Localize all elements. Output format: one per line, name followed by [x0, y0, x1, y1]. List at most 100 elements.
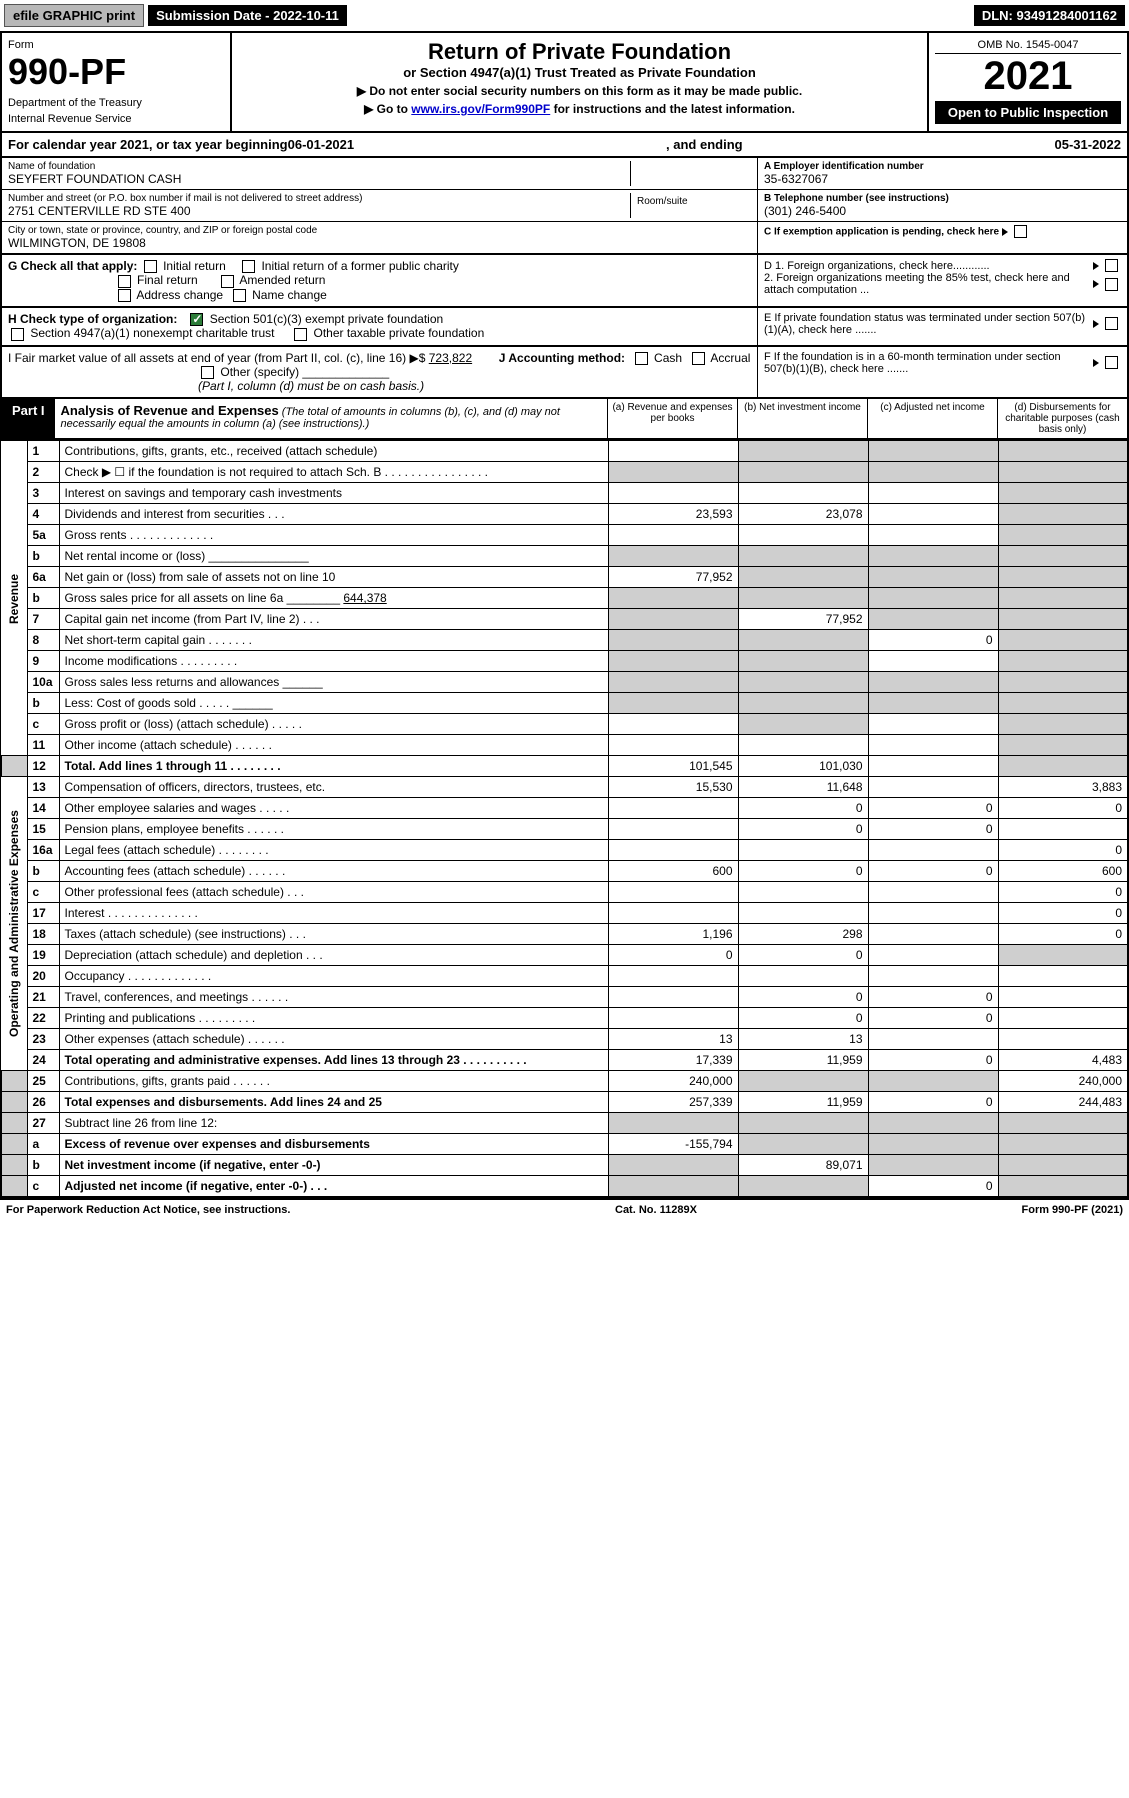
line-num: b — [27, 861, 59, 882]
amt-a — [608, 651, 738, 672]
table-row: 14 Other employee salaries and wages . .… — [1, 798, 1128, 819]
amt-b: 0 — [738, 1008, 868, 1029]
i-arrow: ▶ — [409, 351, 418, 365]
row-h: H Check type of organization: Section 50… — [0, 308, 1129, 347]
line-num: 12 — [27, 756, 59, 777]
line-num: 1 — [27, 441, 59, 462]
table-row: 5a Gross rents . . . . . . . . . . . . . — [1, 525, 1128, 546]
amt-b — [738, 735, 868, 756]
d2-checkbox[interactable] — [1105, 278, 1118, 291]
amt-d — [998, 735, 1128, 756]
amt-b — [738, 462, 868, 483]
amt-a — [608, 483, 738, 504]
table-row: 3 Interest on savings and temporary cash… — [1, 483, 1128, 504]
amt-b: 11,648 — [738, 777, 868, 798]
amt-a: 1,196 — [608, 924, 738, 945]
amt-d: 244,483 — [998, 1092, 1128, 1113]
amt-b — [738, 483, 868, 504]
h-4947[interactable] — [11, 328, 24, 341]
amt-d — [998, 1029, 1128, 1050]
amt-b: 0 — [738, 819, 868, 840]
efile-print-button[interactable]: efile GRAPHIC print — [4, 4, 144, 27]
amt-c: 0 — [868, 987, 998, 1008]
row-ij: I Fair market value of all assets at end… — [0, 347, 1129, 400]
line-desc: Gross sales price for all assets on line… — [59, 588, 608, 609]
d1-checkbox[interactable] — [1105, 259, 1118, 272]
amt-b — [738, 1176, 868, 1198]
f-checkbox[interactable] — [1105, 356, 1118, 369]
line-desc: Pension plans, employee benefits . . . .… — [59, 819, 608, 840]
amt-c — [868, 651, 998, 672]
amt-a — [608, 462, 738, 483]
amt-b: 298 — [738, 924, 868, 945]
form-subtitle: or Section 4947(a)(1) Trust Treated as P… — [238, 65, 921, 80]
line-num: 18 — [27, 924, 59, 945]
g-amended[interactable] — [221, 275, 234, 288]
amt-b: 0 — [738, 945, 868, 966]
table-row: 15 Pension plans, employee benefits . . … — [1, 819, 1128, 840]
g-final-return[interactable] — [118, 275, 131, 288]
amt-a — [608, 609, 738, 630]
line-num: 24 — [27, 1050, 59, 1071]
table-row: b Accounting fees (attach schedule) . . … — [1, 861, 1128, 882]
form-word: Form — [8, 39, 224, 51]
table-row: Revenue 1 Contributions, gifts, grants, … — [1, 441, 1128, 462]
amt-b: 0 — [738, 861, 868, 882]
arrow-icon — [1002, 228, 1008, 236]
amt-a: 23,593 — [608, 504, 738, 525]
form990pf-link[interactable]: www.irs.gov/Form990PF — [411, 102, 550, 116]
amt-d — [998, 462, 1128, 483]
amt-b — [738, 840, 868, 861]
h-other-taxable[interactable] — [294, 328, 307, 341]
amt-b: 11,959 — [738, 1050, 868, 1071]
line-desc: Taxes (attach schedule) (see instruction… — [59, 924, 608, 945]
amt-a — [608, 693, 738, 714]
g-name-change[interactable] — [233, 289, 246, 302]
amt-a: 0 — [608, 945, 738, 966]
line-desc: Less: Cost of goods sold . . . . . _____… — [59, 693, 608, 714]
header-mid: Return of Private Foundation or Section … — [232, 33, 927, 131]
table-row: 12 Total. Add lines 1 through 11 . . . .… — [1, 756, 1128, 777]
j-cash[interactable] — [635, 352, 648, 365]
e-checkbox[interactable] — [1105, 317, 1118, 330]
amt-a — [608, 588, 738, 609]
amt-c: 0 — [868, 630, 998, 651]
amt-d: 0 — [998, 924, 1128, 945]
table-row: 4 Dividends and interest from securities… — [1, 504, 1128, 525]
amt-c: 0 — [868, 1050, 998, 1071]
amt-d — [998, 1113, 1128, 1134]
amt-d — [998, 504, 1128, 525]
amt-b: 13 — [738, 1029, 868, 1050]
amt-b: 89,071 — [738, 1155, 868, 1176]
table-row: 10a Gross sales less returns and allowan… — [1, 672, 1128, 693]
line-num: 2 — [27, 462, 59, 483]
g-address-change[interactable] — [118, 289, 131, 302]
col-c-head: (c) Adjusted net income — [867, 399, 997, 438]
h-501c3[interactable] — [190, 313, 203, 326]
amt-b — [738, 546, 868, 567]
line-desc: Occupancy . . . . . . . . . . . . . — [59, 966, 608, 987]
amt-a: 600 — [608, 861, 738, 882]
amt-a — [608, 882, 738, 903]
form-header: Form 990-PF Department of the Treasury I… — [0, 33, 1129, 133]
table-row: 24 Total operating and administrative ex… — [1, 1050, 1128, 1071]
amt-d — [998, 819, 1128, 840]
table-row: b Less: Cost of goods sold . . . . . ___… — [1, 693, 1128, 714]
line-desc: Contributions, gifts, grants paid . . . … — [59, 1071, 608, 1092]
line-desc: Total operating and administrative expen… — [59, 1050, 608, 1071]
line-num: 8 — [27, 630, 59, 651]
g-initial-former[interactable] — [242, 260, 255, 273]
g-initial-return[interactable] — [144, 260, 157, 273]
part1-label: Part I — [2, 399, 55, 438]
j-other[interactable] — [201, 366, 214, 379]
amt-c — [868, 693, 998, 714]
c-checkbox[interactable] — [1014, 225, 1027, 238]
line-num: a — [27, 1134, 59, 1155]
line-num: 20 — [27, 966, 59, 987]
footer-right: Form 990-PF (2021) — [1022, 1204, 1123, 1216]
table-row: c Gross profit or (loss) (attach schedul… — [1, 714, 1128, 735]
amt-a: -155,794 — [608, 1134, 738, 1155]
amt-d — [998, 1134, 1128, 1155]
j-accrual[interactable] — [692, 352, 705, 365]
amt-c: 0 — [868, 1092, 998, 1113]
